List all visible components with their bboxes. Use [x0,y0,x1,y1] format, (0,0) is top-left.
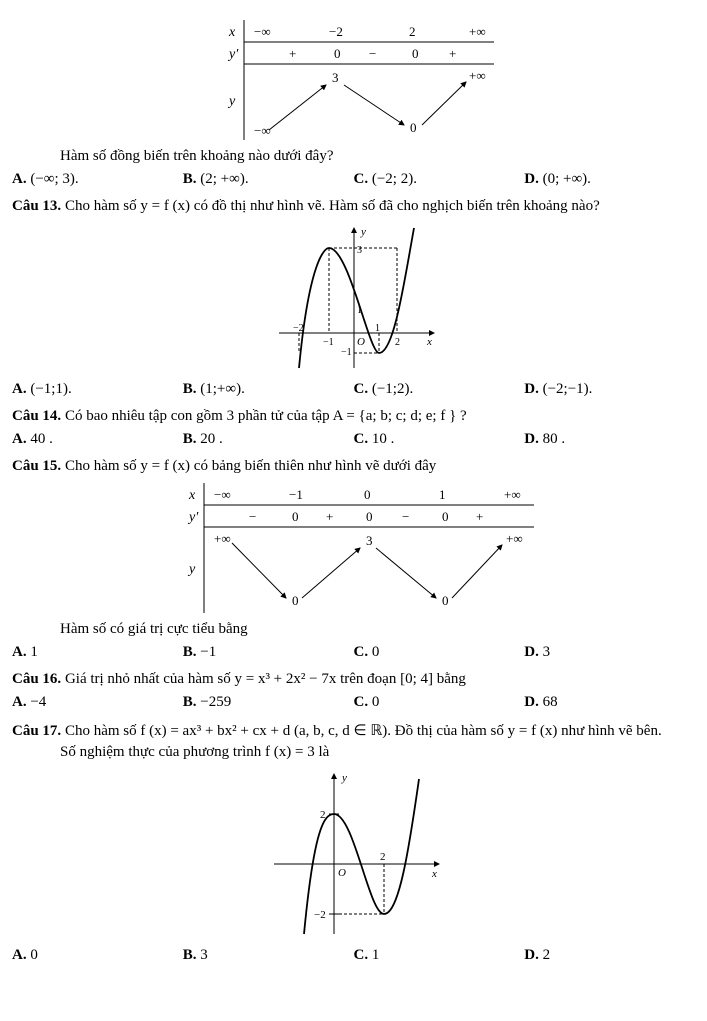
svg-text:−1: −1 [289,487,303,502]
svg-text:O: O [338,867,346,879]
svg-text:−2: −2 [293,323,304,334]
table1-svg: x y′ y −∞ −2 2 +∞ + 0 − 0 + −∞ 3 0 +∞ [214,20,494,140]
svg-text:+∞: +∞ [469,24,486,39]
svg-text:2: 2 [409,24,416,39]
svg-text:−: − [369,46,376,61]
svg-text:+∞: +∞ [214,531,231,546]
q12-options: A. (−∞; 3). B. (2; +∞). C. (−2; 2). D. (… [12,171,695,188]
svg-text:+: + [289,46,296,61]
svg-text:+∞: +∞ [506,531,523,546]
q13-svg: x y O −2 −1 1 2 −1 1 3 [269,223,439,373]
svg-text:−∞: −∞ [254,123,271,138]
svg-text:−2: −2 [329,24,343,39]
svg-text:0: 0 [334,46,341,61]
svg-text:+: + [449,46,456,61]
svg-text:−∞: −∞ [214,487,231,502]
q12-text: Hàm số đồng biến trên khoảng nào dưới đâ… [60,148,695,165]
svg-text:−: − [249,509,256,524]
svg-text:x: x [431,868,437,880]
svg-text:+∞: +∞ [504,487,521,502]
svg-text:2: 2 [395,337,400,348]
q17-graph: x y O 2 −2 2 [12,769,695,939]
svg-text:+: + [476,509,483,524]
svg-text:−1: −1 [341,347,352,358]
svg-text:−: − [402,509,409,524]
svg-text:−1: −1 [323,337,334,348]
svg-text:y′: y′ [227,47,239,62]
svg-text:0: 0 [292,593,299,608]
svg-text:y: y [360,226,366,238]
svg-text:+: + [326,509,333,524]
q13-options: A. (−1;1). B. (1;+∞). C. (−1;2). D. (−2;… [12,381,695,398]
svg-text:x: x [426,336,432,348]
svg-text:0: 0 [366,509,373,524]
svg-text:0: 0 [292,509,299,524]
svg-text:y: y [187,562,196,577]
svg-text:0: 0 [442,509,449,524]
q13-graph: x y O −2 −1 1 2 −1 1 3 [12,223,695,373]
svg-text:3: 3 [332,70,339,85]
q13: Câu 13. Cho hàm số y = f (x) có đồ thị n… [12,198,695,215]
svg-text:x: x [188,488,196,503]
svg-text:2: 2 [320,809,326,821]
svg-text:−∞: −∞ [254,24,271,39]
svg-text:−2: −2 [314,909,326,921]
svg-text:x: x [228,25,236,40]
svg-text:y: y [341,772,347,784]
q16-options: A. −4 B. −259 C. 0 D. 68 [12,694,695,711]
svg-text:0: 0 [412,46,419,61]
svg-text:O: O [357,336,365,348]
q15-subtext: Hàm số có giá trị cực tiểu bằng [60,621,695,638]
q17-options: A. 0 B. 3 C. 1 D. 2 [12,947,695,964]
svg-text:y: y [227,94,236,109]
svg-text:1: 1 [439,487,446,502]
svg-text:1: 1 [375,323,380,334]
svg-text:3: 3 [357,245,362,256]
q14-options: A. 40 . B. 20 . C. 10 . D. 80 . [12,431,695,448]
q17-svg: x y O 2 −2 2 [264,769,444,939]
q17-subtext: Số nghiệm thực của phương trình f (x) = … [60,744,695,761]
q14: Câu 14. Có bao nhiêu tập con gồm 3 phần … [12,408,695,425]
q16: Câu 16. Giá trị nhỏ nhất của hàm số y = … [12,671,695,688]
q15-svg: x y′ y −∞ −1 0 1 +∞ − 0 + 0 − 0 + +∞ 0 3… [174,483,534,613]
svg-text:0: 0 [364,487,371,502]
svg-text:y′: y′ [187,510,199,525]
q17: Câu 17. Cho hàm số f (x) = ax³ + bx² + c… [12,721,695,740]
q12-variation-table: x y′ y −∞ −2 2 +∞ + 0 − 0 + −∞ 3 0 +∞ [12,20,695,140]
svg-text:2: 2 [380,851,386,863]
svg-text:1: 1 [357,305,362,316]
svg-text:0: 0 [410,120,417,135]
svg-text:0: 0 [442,593,449,608]
svg-text:3: 3 [366,533,373,548]
q15-options: A. 1 B. −1 C. 0 D. 3 [12,644,695,661]
q15-table: x y′ y −∞ −1 0 1 +∞ − 0 + 0 − 0 + +∞ 0 3… [12,483,695,613]
q15: Câu 15. Cho hàm số y = f (x) có bảng biế… [12,458,695,475]
svg-text:+∞: +∞ [469,68,486,83]
